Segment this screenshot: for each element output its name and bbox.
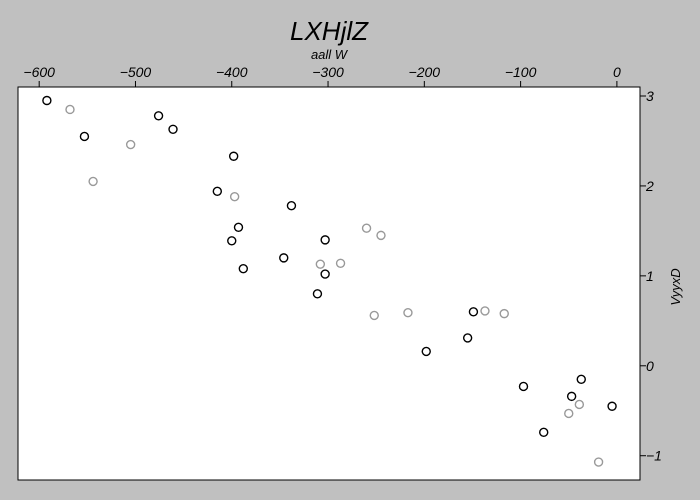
scatter-point-series-1	[539, 427, 549, 438]
scatter-point-series-2	[315, 259, 326, 269]
y-axis-ticks: 3 2 1 0 −1	[640, 88, 662, 464]
x-tick-label: 0	[613, 64, 621, 80]
scatter-point-series-1	[607, 401, 617, 411]
x-tick-label: −200	[409, 64, 441, 80]
x-axis-ticks: −600 −500 −400 −300 −200 −100 0	[23, 64, 621, 87]
scatter-point-series-2	[361, 223, 372, 233]
x-tick-label: −600	[23, 64, 55, 80]
y-tick-label: −1	[646, 448, 662, 464]
scatter-point-series-2	[564, 408, 574, 419]
scatter-point-series-1	[168, 124, 178, 134]
y-tick-label: 0	[646, 358, 654, 374]
scatter-point-series-1	[42, 95, 52, 106]
scatter-point-series-1	[286, 201, 297, 211]
scatter-point-series-1	[312, 289, 323, 299]
x-tick-label: −500	[120, 64, 152, 80]
scatter-point-series-2	[593, 457, 604, 467]
scatter-point-series-1	[233, 222, 244, 232]
scatter-point-series-1	[468, 307, 479, 317]
x-axis-label: aall W	[311, 47, 349, 62]
scatter-point-series-1	[320, 235, 330, 245]
scatter-point-series-2	[229, 192, 240, 202]
scatter-point-series-2	[125, 139, 136, 150]
scatter-point-series-2	[574, 399, 585, 410]
scatter-point-series-1	[576, 374, 586, 384]
x-tick-label: −300	[312, 64, 344, 80]
scatter-point-series-1	[227, 236, 237, 246]
scatter-point-series-1	[228, 151, 239, 161]
data-points	[42, 95, 617, 467]
scatter-point-series-2	[499, 308, 509, 319]
y-axis-label: VyyxD	[668, 268, 683, 305]
chart-title: LXHjlZ	[290, 16, 369, 46]
scatter-point-series-1	[421, 346, 431, 357]
scatter-point-series-2	[65, 104, 75, 115]
scatter-point-series-1	[518, 381, 529, 392]
y-tick-label: 3	[646, 88, 654, 104]
plot-area	[17, 86, 641, 481]
scatter-point-series-2	[480, 306, 490, 316]
scatter-point-series-2	[335, 258, 346, 268]
scatter-point-series-1	[462, 333, 473, 343]
scatter-point-series-1	[320, 269, 330, 279]
y-tick-label: 1	[646, 268, 654, 284]
x-tick-label: −400	[216, 64, 248, 80]
scatter-point-series-2	[369, 310, 379, 321]
y-tick-label: 2	[645, 178, 654, 194]
scatter-point-series-1	[79, 131, 90, 142]
scatter-point-series-2	[403, 308, 413, 318]
scatter-point-series-2	[376, 230, 386, 241]
scatter-point-series-1	[212, 186, 223, 197]
scatter-point-series-1	[566, 391, 577, 402]
scatter-point-series-2	[88, 176, 98, 187]
x-tick-label: −100	[505, 64, 537, 80]
scatter-point-series-1	[238, 263, 249, 274]
scatter-point-series-1	[153, 111, 164, 121]
scatter-point-series-1	[279, 253, 289, 263]
